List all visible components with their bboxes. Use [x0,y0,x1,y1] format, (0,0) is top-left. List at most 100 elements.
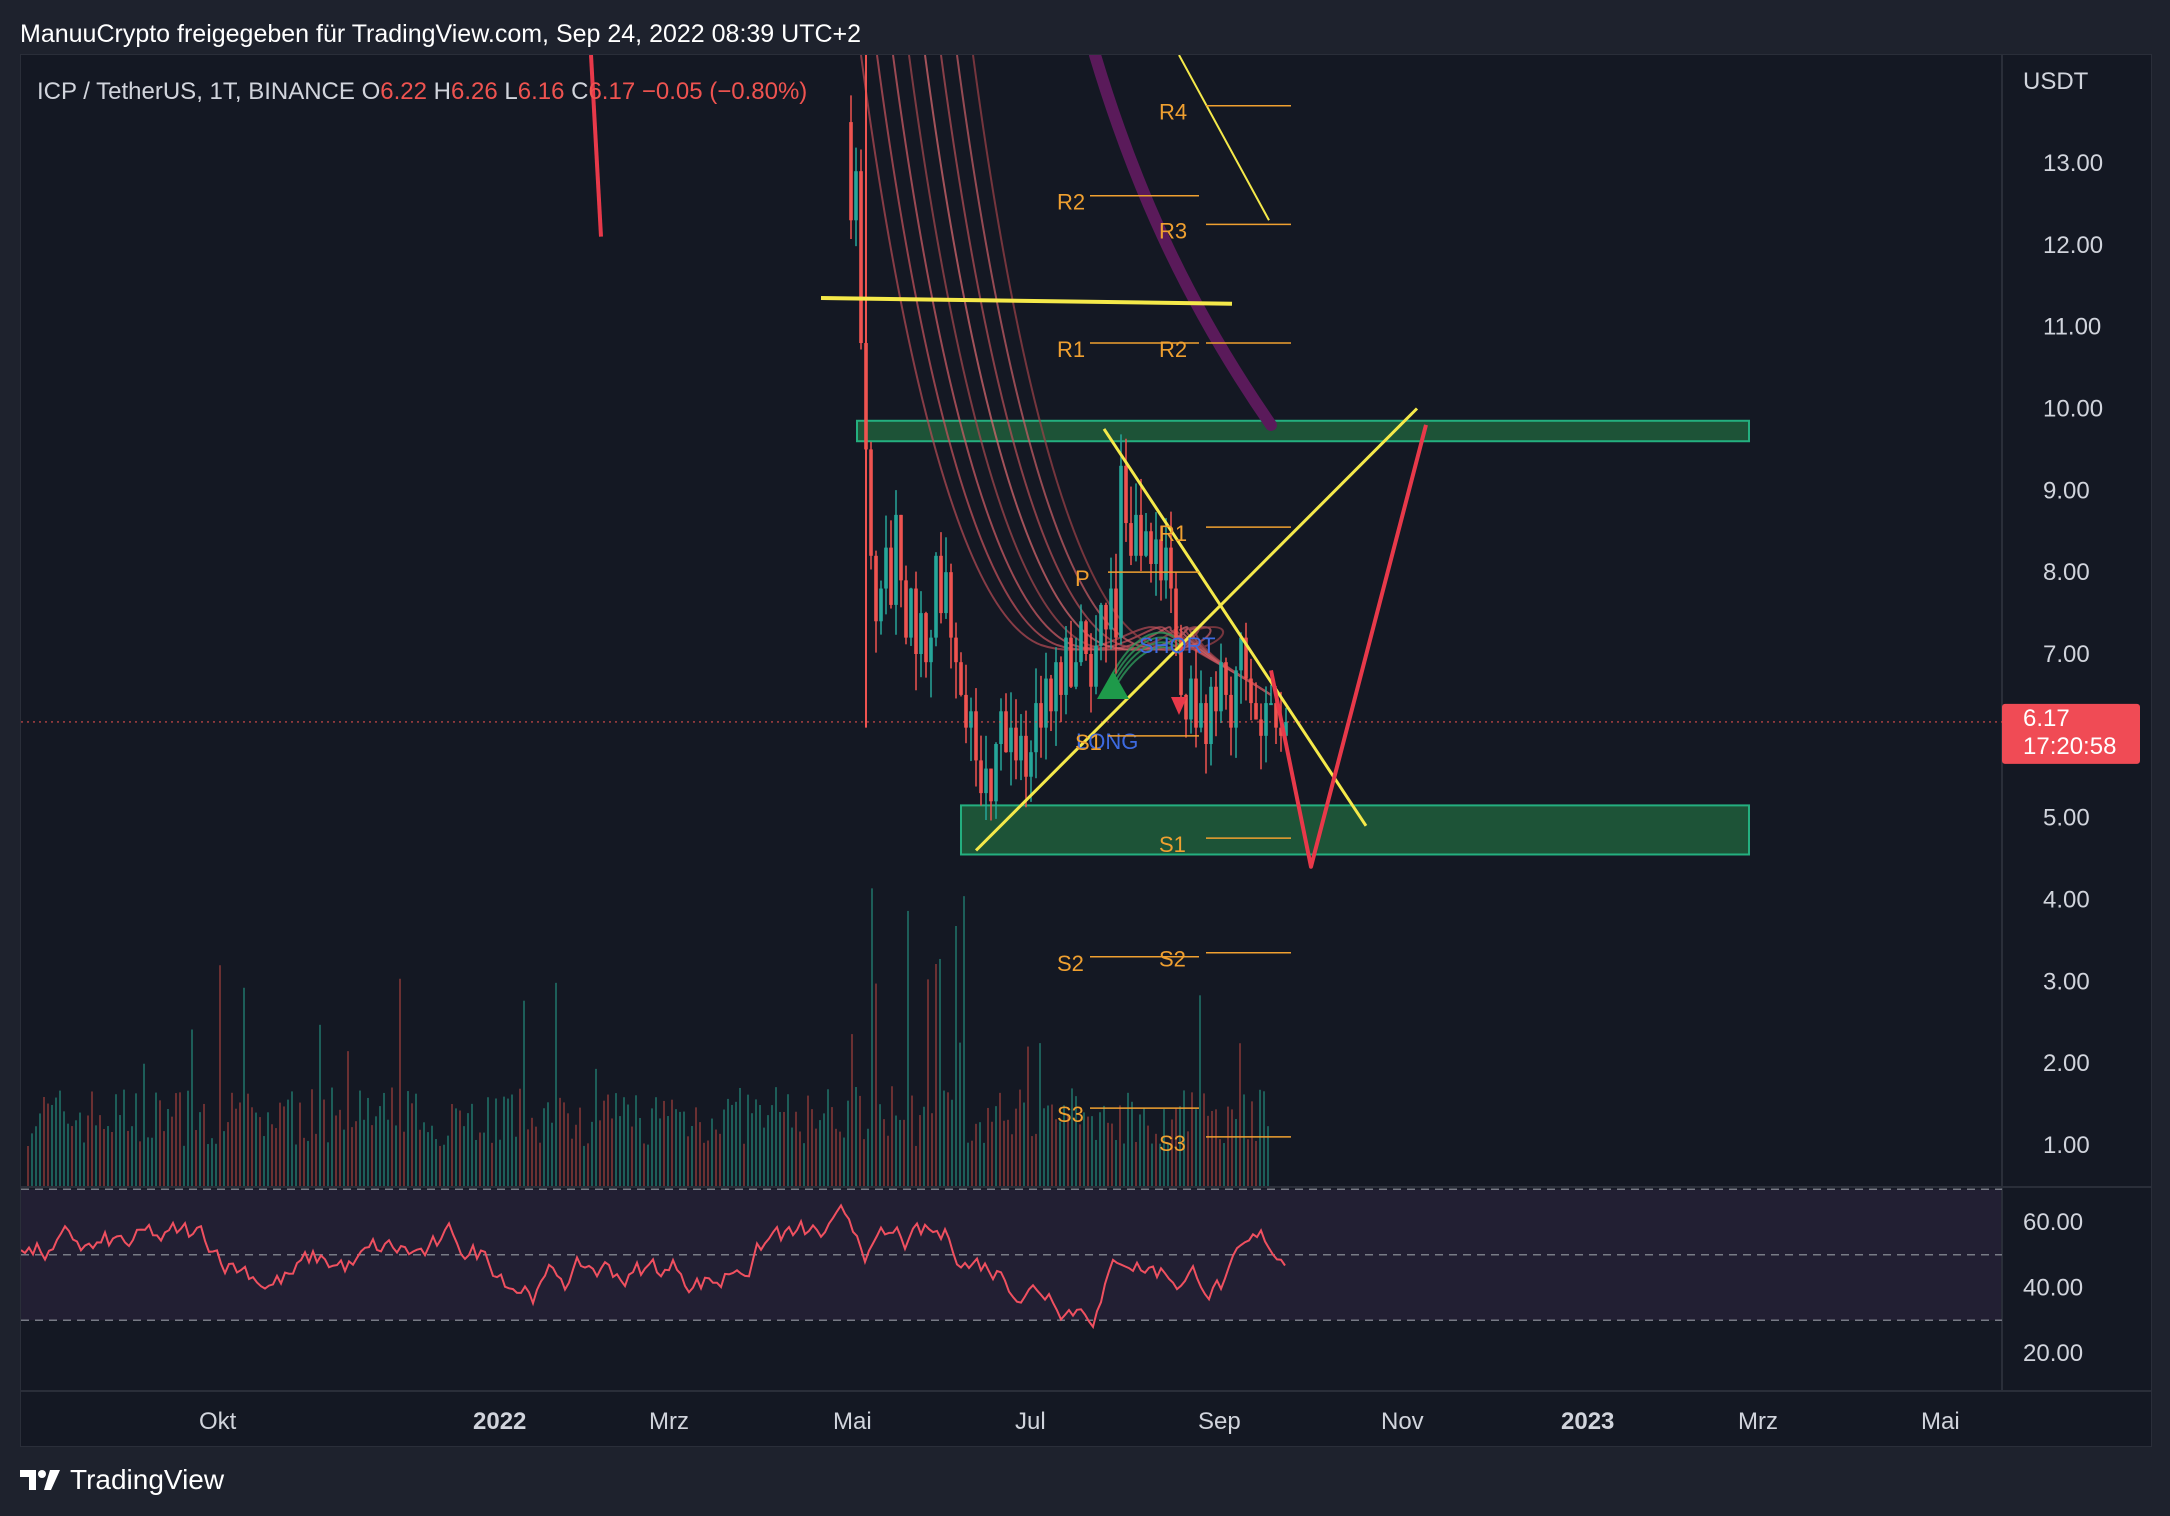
price-axis-tick: 10.00 [2043,396,2103,423]
candle-body [1029,752,1033,777]
volume-bar [631,1126,633,1186]
long-signal-label: LONG [1076,729,1138,754]
ema-line [876,55,1272,696]
volume-bar [551,1122,553,1186]
volume-bar [435,1139,437,1186]
candle-body [1069,637,1073,687]
volume-bar [1115,1140,1117,1186]
time-axis-label: Mrz [1738,1408,1778,1435]
volume-bar [31,1133,33,1186]
volume-bar [495,1098,497,1186]
time-axis-label: Mai [833,1408,872,1435]
volume-bar [1203,1093,1205,1186]
candle-body [974,711,978,761]
tradingview-logo[interactable]: TradingView [20,1464,224,1496]
time-axis-label: 2022 [473,1408,526,1435]
candle-body [919,613,923,654]
volume-bar [319,1024,321,1186]
price-axis-tick: 1.00 [2043,1132,2090,1159]
volume-bar [223,1131,225,1186]
volume-bar [1075,1096,1077,1186]
candle-body [1104,604,1108,630]
volume-histogram [27,888,1269,1186]
volume-bar [647,1144,649,1186]
volume-bar [291,1091,293,1186]
chart-credit: ManuuCrypto freigegeben für TradingView.… [20,20,862,48]
volume-bar [1071,1088,1073,1186]
volume-bar [339,1109,341,1186]
price-axis-tick: 5.00 [2043,805,2090,832]
candle-body [1094,645,1098,687]
descending-trendline [1102,428,1368,827]
volume-bar [171,1116,173,1186]
chart-canvas[interactable]: LONG SHORT R2 R1 P S1 S2 S3 R4 R3 R2 R1 S1 S2 S3 ICP / … [21,55,2151,1446]
volume-bar [1223,1143,1225,1186]
candle-body [1184,694,1188,720]
tradingview-logo-icon [20,1470,60,1490]
volume-bar [447,1135,449,1186]
pivot-label-right-s1: S1 [1159,832,1186,857]
volume-bar [1215,1109,1217,1186]
volume-bar [335,1115,337,1186]
rsi-axis-tick: 20.00 [2023,1340,2083,1367]
chart-panel[interactable]: LONG SHORT R2 R1 P S1 S2 S3 R4 R3 R2 R1 S1 S2 S3 ICP / … [20,54,2152,1447]
volume-bar [191,1029,193,1186]
volume-bar [43,1096,45,1186]
volume-bar [59,1090,61,1186]
volume-bar [559,1097,561,1186]
volume-bar [115,1094,117,1186]
volume-bar [1247,1139,1249,1186]
volume-bar [83,1142,85,1186]
volume-bar [1003,1120,1005,1186]
candle-body [1189,678,1193,720]
volume-bar [879,1104,881,1186]
volume-bar [407,1091,409,1186]
volume-bar [883,1119,885,1186]
volume-bar [471,1103,473,1186]
bar-countdown: 17:20:58 [2023,733,2116,760]
volume-bar [123,1089,125,1186]
volume-bar [355,1121,357,1186]
volume-bar [979,1122,981,1186]
volume-bar [255,1112,257,1186]
volume-bar [499,1139,501,1186]
volume-bar [1159,1143,1161,1186]
candle-body [1279,727,1283,736]
volume-bar [1167,1143,1169,1186]
candle-body [879,588,883,622]
volume-bar [839,1131,841,1186]
volume-bar [603,1100,605,1186]
volume-bar [1083,1112,1085,1186]
price-axis-tick: 13.00 [2043,150,2103,177]
candle-body [1174,588,1178,638]
volume-bar [243,987,245,1186]
candle-body [1064,637,1068,695]
volume-bar [1183,1090,1185,1186]
volume-bar [431,1125,433,1186]
pivot-label-left-s2: S2 [1057,951,1084,976]
horizontal-level-line [820,296,1233,306]
price-axis-tick: 11.00 [2043,314,2101,341]
volume-bar [1107,1122,1109,1186]
short-signal-triangle [1171,697,1187,715]
candle-body [1209,686,1213,745]
volume-bar [555,982,557,1186]
candle-body [954,637,958,663]
volume-bar [143,1063,145,1186]
candle-body [1164,547,1168,581]
last-price-tag[interactable] [2002,703,2140,764]
candle-body [1019,735,1023,761]
volume-bar [939,958,941,1186]
volume-bar [275,1128,277,1186]
volume-bar [391,1087,393,1186]
volume-bar [731,1104,733,1186]
candle-body [934,555,938,638]
price-axis-tick: 3.00 [2043,968,2090,995]
volume-bar [135,1093,137,1186]
volume-bar [503,1096,505,1186]
volume-bar [707,1140,709,1186]
pivot-label-right-s3: S3 [1159,1131,1186,1156]
candle-body [904,580,908,638]
candle-body [1194,678,1198,728]
candle-body [1004,711,1008,753]
